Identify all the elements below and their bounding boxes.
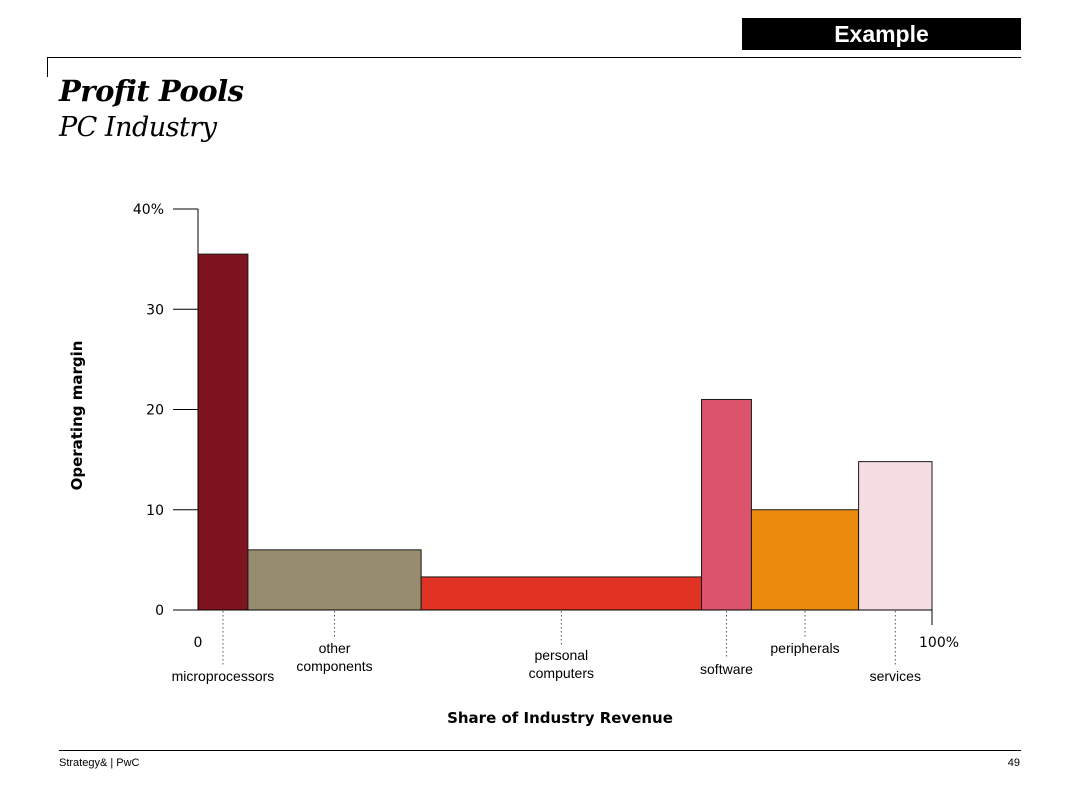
segment-label-line: components [296, 658, 372, 674]
segment-label: microprocessors [172, 668, 275, 684]
segment-label: other components [296, 640, 372, 674]
segment-label-line: other [319, 640, 351, 656]
segment-label-line: software [700, 661, 753, 677]
footer-rule [59, 750, 1021, 751]
y-tick-label: 30 [146, 302, 164, 318]
page-number: 49 [1007, 757, 1020, 769]
segment-label: peripherals [770, 640, 839, 656]
header-rule-tick [47, 57, 48, 77]
y-tick-label: 10 [146, 503, 164, 519]
y-tick-label: 20 [146, 403, 164, 419]
bar-personal-computers [420, 576, 703, 611]
bar-other-components [247, 549, 422, 611]
segment-label-line: peripherals [770, 640, 839, 656]
bar-services [858, 461, 933, 611]
bar-peripherals [750, 509, 860, 611]
y-axis-title: Operating margin [68, 341, 86, 491]
example-badge: Example [742, 18, 1021, 50]
bar-software [701, 398, 752, 611]
page-title: Profit Pools [59, 74, 244, 108]
segment-label: services [870, 668, 921, 684]
segment-label-line: personal [534, 647, 588, 663]
y-tick-label: 0 [155, 603, 164, 619]
footer-source: Strategy& | PwC [59, 757, 140, 769]
x-tick-label: 0 [194, 635, 203, 651]
page-subtitle: PC Industry [59, 112, 217, 143]
segment-label-line: services [870, 668, 921, 684]
segment-label-line: computers [529, 665, 594, 681]
bar-microprocessors [197, 253, 249, 611]
header-rule [47, 57, 1021, 58]
segment-label: software [700, 661, 753, 677]
y-tick-label: 40% [133, 202, 164, 218]
segment-label-line: microprocessors [172, 668, 275, 684]
x-axis-title: Share of Industry Revenue [447, 709, 673, 727]
x-tick-label: 100% [919, 635, 959, 651]
segment-label: personal computers [529, 647, 594, 681]
